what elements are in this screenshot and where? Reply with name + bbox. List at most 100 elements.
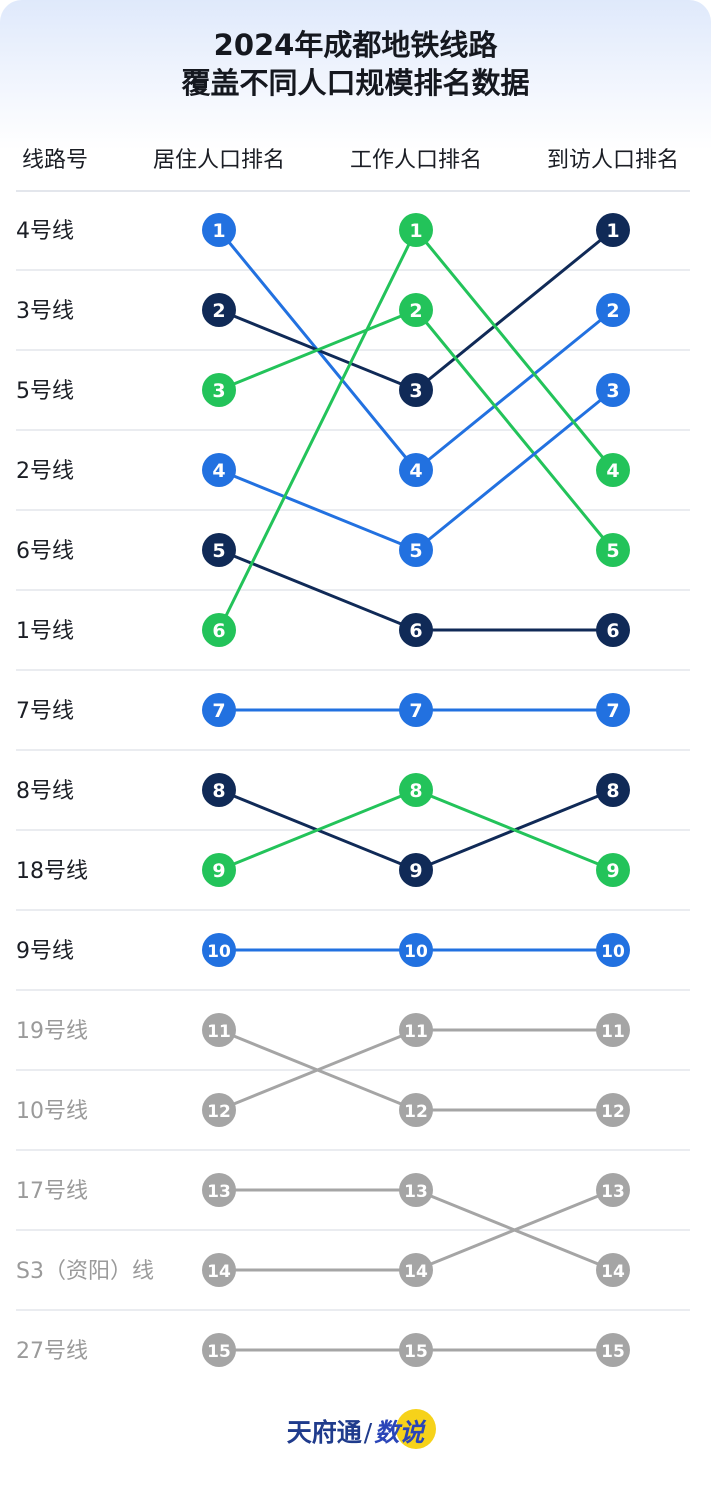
rank-marker-line-12-col2: 11 [399, 1013, 433, 1047]
rank-marker-line-11-col3: 12 [596, 1093, 630, 1127]
title-line-1: 2024年成都地铁线路 [213, 28, 498, 62]
rank-dot [596, 773, 630, 807]
rank-value: 14 [404, 1262, 428, 1282]
row-label-line-5: 6号线 [16, 539, 74, 564]
rank-dot [399, 613, 433, 647]
rank-marker-line-1-col1: 1 [202, 213, 236, 247]
rank-value: 7 [212, 700, 225, 722]
rank-marker-line-1-col2: 4 [399, 453, 433, 487]
rank-marker-line-2-col2: 3 [399, 373, 433, 407]
rank-value: 3 [212, 380, 225, 402]
row-label-line-8: 8号线 [16, 779, 74, 804]
rank-marker-line-4-col3: 3 [596, 373, 630, 407]
footer-separator: / [363, 1418, 373, 1447]
rank-dot [399, 533, 433, 567]
rank-value: 13 [404, 1182, 428, 1202]
rank-dot [202, 933, 236, 967]
rank-value: 14 [207, 1262, 231, 1282]
rank-value: 11 [404, 1022, 428, 1042]
rank-marker-line-2-col3: 1 [596, 213, 630, 247]
rank-value: 8 [606, 780, 619, 802]
rank-dot [399, 213, 433, 247]
rank-marker-line-7-col3: 7 [596, 693, 630, 727]
rank-dot [399, 1333, 433, 1367]
header-work-rank: 工作人口排名 [349, 148, 483, 173]
rank-dot [596, 1013, 630, 1047]
rank-marker-line-4-col2: 5 [399, 533, 433, 567]
rank-dot [596, 853, 630, 887]
row-label-line-6: 1号线 [16, 619, 74, 644]
title-line-2-pre: 覆盖不同人口 [181, 66, 356, 100]
rank-dot [202, 853, 236, 887]
rank-dot [596, 613, 630, 647]
rank-dot [202, 1093, 236, 1127]
rank-marker-line-3-col1: 3 [202, 373, 236, 407]
rank-dot [596, 533, 630, 567]
rank-marker-line-1-col3: 2 [596, 293, 630, 327]
rank-marker-line-6-col1: 6 [202, 613, 236, 647]
rank-dot [596, 293, 630, 327]
row-label-line-9: 18号线 [16, 859, 88, 884]
rank-marker-line-10-col1: 10 [202, 933, 236, 967]
rank-value: 2 [409, 300, 422, 322]
rank-value: 6 [606, 620, 619, 642]
rank-dot [596, 373, 630, 407]
rank-value: 7 [606, 700, 619, 722]
rank-value: 13 [207, 1182, 231, 1202]
rank-marker-line-10-col3: 10 [596, 933, 630, 967]
rank-value: 9 [212, 860, 225, 882]
rank-marker-line-6-col2: 1 [399, 213, 433, 247]
rank-marker-line-5-col2: 6 [399, 613, 433, 647]
rank-marker-line-15-col2: 15 [399, 1333, 433, 1367]
title-line-2-post: 数据 [471, 66, 530, 100]
rank-marker-line-8-col2: 9 [399, 853, 433, 887]
rank-value: 10 [601, 942, 625, 962]
rank-marker-line-5-col1: 5 [202, 533, 236, 567]
rank-dot [202, 293, 236, 327]
rank-marker-line-11-col2: 12 [399, 1093, 433, 1127]
rank-marker-line-11-col1: 11 [202, 1013, 236, 1047]
rank-marker-line-10-col2: 10 [399, 933, 433, 967]
rank-dot [399, 853, 433, 887]
row-label-line-14: S3（资阳）线 [16, 1259, 154, 1284]
rank-marker-line-9-col1: 9 [202, 853, 236, 887]
rank-dot [596, 1333, 630, 1367]
rank-marker-line-2-col1: 2 [202, 293, 236, 327]
rank-marker-line-13-col3: 14 [596, 1253, 630, 1287]
rank-value: 14 [601, 1262, 625, 1282]
row-label-line-10: 9号线 [16, 939, 74, 964]
rank-value: 11 [601, 1022, 625, 1042]
rank-dot [202, 453, 236, 487]
rank-value: 4 [606, 460, 619, 482]
row-label-line-13: 17号线 [16, 1179, 88, 1204]
rank-dot [399, 693, 433, 727]
rank-dot [202, 693, 236, 727]
rank-dot [399, 1013, 433, 1047]
rank-value: 4 [212, 460, 225, 482]
header-background [0, 0, 711, 150]
rank-value: 5 [409, 540, 422, 562]
rank-dot [202, 773, 236, 807]
rank-dot [202, 213, 236, 247]
rank-value: 15 [207, 1342, 231, 1362]
rank-marker-line-3-col3: 5 [596, 533, 630, 567]
rank-marker-line-8-col3: 8 [596, 773, 630, 807]
header-residential-rank: 居住人口排名 [152, 148, 286, 173]
rank-dot [399, 1093, 433, 1127]
rank-value: 3 [409, 380, 422, 402]
title-line-2: 覆盖不同人口规模排名数据 [0, 64, 711, 102]
rank-marker-line-7-col1: 7 [202, 693, 236, 727]
rank-marker-line-3-col2: 2 [399, 293, 433, 327]
rank-marker-line-9-col3: 9 [596, 853, 630, 887]
rank-dot [202, 1253, 236, 1287]
rank-dot [399, 453, 433, 487]
footer-brand: 数说 [374, 1409, 437, 1449]
rank-marker-line-13-col1: 13 [202, 1173, 236, 1207]
rank-dot [399, 773, 433, 807]
rank-value: 6 [409, 620, 422, 642]
rank-value: 9 [606, 860, 619, 882]
rank-dot [399, 293, 433, 327]
rank-value: 10 [207, 942, 231, 962]
